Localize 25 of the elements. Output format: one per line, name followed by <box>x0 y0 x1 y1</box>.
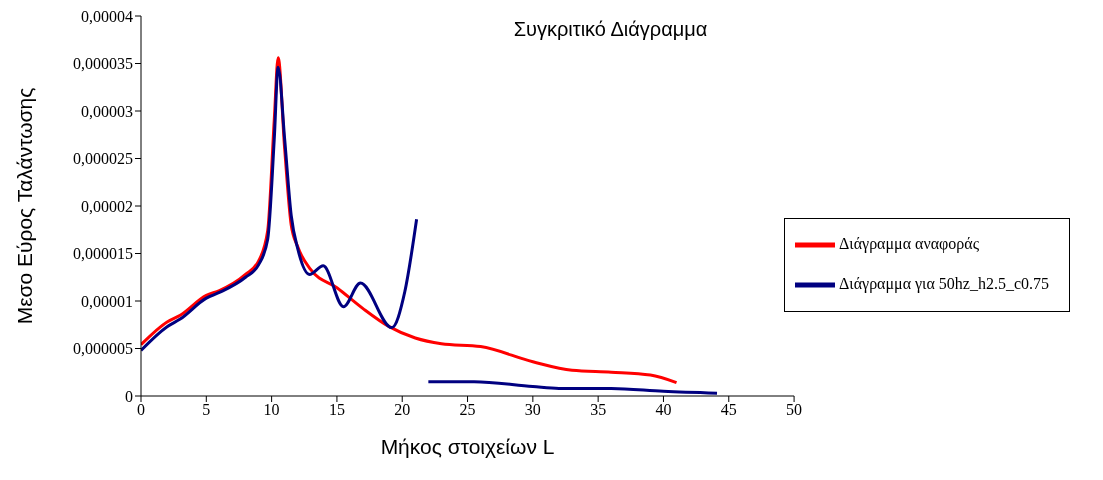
y-tick-label: 0,00004 <box>81 7 133 25</box>
y-tick-label: 0,000015 <box>73 245 133 263</box>
x-tick-label: 20 <box>394 401 411 419</box>
x-tick-label: 45 <box>720 401 737 419</box>
y-tick-label: 0,000025 <box>73 150 133 168</box>
legend-label: Διάγραμμα αναφοράς <box>839 234 979 252</box>
x-tick-label: 15 <box>328 401 345 419</box>
x-axis-title: Μήκος στοιχείων L <box>380 435 555 458</box>
x-tick-label: 30 <box>524 401 541 419</box>
x-tick-label: 25 <box>459 401 476 419</box>
x-tick-label: 0 <box>137 401 145 419</box>
x-tick-label: 50 <box>786 401 803 419</box>
y-tick-label: 0,000005 <box>73 340 133 358</box>
y-tick-label: 0,000035 <box>73 55 133 73</box>
y-tick-label: 0,00002 <box>81 197 133 215</box>
y-tick-label: 0,00003 <box>81 102 133 120</box>
y-tick-label: 0,00001 <box>81 292 133 310</box>
x-tick-label: 10 <box>263 401 280 419</box>
x-tick-label: 35 <box>590 401 607 419</box>
y-tick-label: 0 <box>125 387 133 405</box>
x-tick-label: 40 <box>655 401 672 419</box>
legend-label: Διάγραμμα για 50hz_h2.5_c0.75 <box>839 274 1049 292</box>
chart-title: Συγκριτικό Διάγραμμα <box>512 18 709 41</box>
y-axis-title: Μεσο Εύρος Ταλάντωσης <box>13 87 37 325</box>
x-tick-label: 5 <box>202 401 211 419</box>
